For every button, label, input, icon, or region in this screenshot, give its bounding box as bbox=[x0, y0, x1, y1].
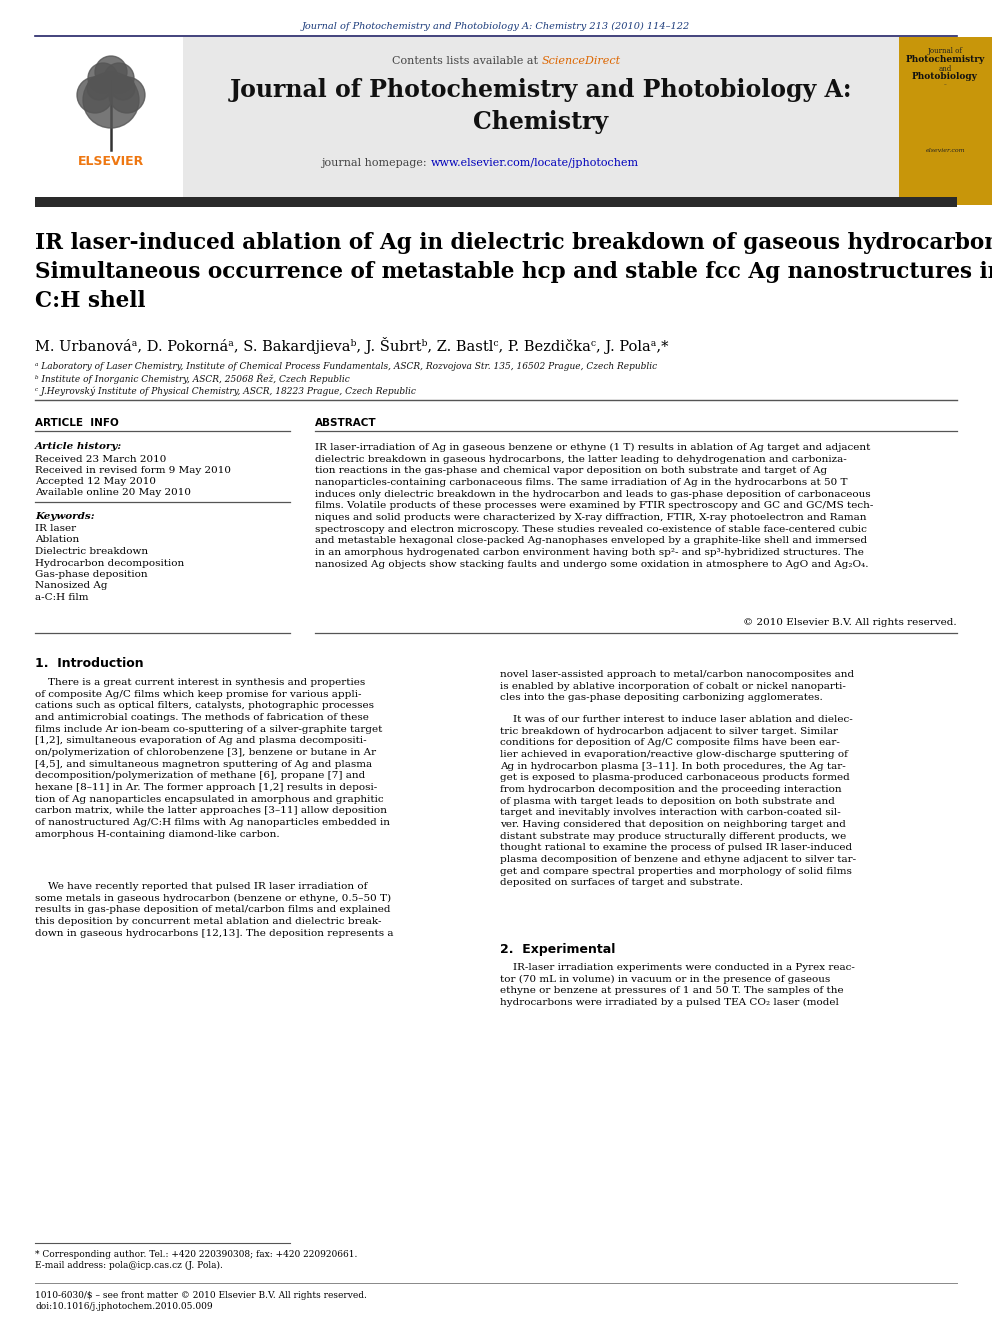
Text: Received 23 March 2010: Received 23 March 2010 bbox=[35, 455, 167, 464]
Text: IR-laser irradiation experiments were conducted in a Pyrex reac-
tor (70 mL in v: IR-laser irradiation experiments were co… bbox=[500, 963, 855, 1007]
Text: Contents lists available at: Contents lists available at bbox=[392, 56, 541, 66]
Text: E-mail address: pola@icp.cas.cz (J. Pola).: E-mail address: pola@icp.cas.cz (J. Pola… bbox=[35, 1261, 223, 1270]
Circle shape bbox=[111, 75, 135, 101]
Circle shape bbox=[95, 56, 127, 89]
Text: Ablation: Ablation bbox=[35, 536, 79, 545]
Text: M. Urbanováᵃ, D. Pokornáᵃ, S. Bakardjievaᵇ, J. Šubrtᵇ, Z. Bastlᶜ, P. Bezdičkaᶜ, : M. Urbanováᵃ, D. Pokornáᵃ, S. Bakardjiev… bbox=[35, 337, 669, 355]
Circle shape bbox=[83, 71, 139, 128]
Text: and: and bbox=[938, 65, 951, 73]
Text: www.elsevier.com/locate/jphotochem: www.elsevier.com/locate/jphotochem bbox=[431, 157, 639, 168]
Circle shape bbox=[104, 64, 134, 93]
Text: ᵃ Laboratory of Laser Chemistry, Institute of Chemical Process Fundamentals, ASC: ᵃ Laboratory of Laser Chemistry, Institu… bbox=[35, 363, 657, 370]
Text: Journal of: Journal of bbox=[928, 48, 962, 56]
Text: Hydrocarbon decomposition: Hydrocarbon decomposition bbox=[35, 558, 185, 568]
Text: Article history:: Article history: bbox=[35, 442, 122, 451]
Circle shape bbox=[77, 77, 113, 112]
Text: Received in revised form 9 May 2010: Received in revised form 9 May 2010 bbox=[35, 466, 231, 475]
Text: 2.  Experimental: 2. Experimental bbox=[500, 943, 615, 957]
Text: Journal of Photochemistry and Photobiology A: Chemistry 213 (2010) 114–122: Journal of Photochemistry and Photobiolo… bbox=[302, 22, 690, 32]
Text: Gas-phase deposition: Gas-phase deposition bbox=[35, 570, 148, 579]
Text: ᶜ J.Heyrovský Institute of Physical Chemistry, ASCR, 18223 Prague, Czech Republi: ᶜ J.Heyrovský Institute of Physical Chem… bbox=[35, 386, 416, 396]
Text: © 2010 Elsevier B.V. All rights reserved.: © 2010 Elsevier B.V. All rights reserved… bbox=[743, 618, 957, 627]
Text: * Corresponding author. Tel.: +420 220390308; fax: +420 220920661.: * Corresponding author. Tel.: +420 22039… bbox=[35, 1250, 357, 1259]
FancyBboxPatch shape bbox=[35, 197, 957, 206]
Text: We have recently reported that pulsed IR laser irradiation of
some metals in gas: We have recently reported that pulsed IR… bbox=[35, 882, 394, 938]
Text: IR laser: IR laser bbox=[35, 524, 76, 533]
Text: journal homepage:: journal homepage: bbox=[320, 157, 430, 168]
Text: ELSEVIER: ELSEVIER bbox=[78, 155, 144, 168]
FancyBboxPatch shape bbox=[35, 37, 183, 205]
Text: 1.  Introduction: 1. Introduction bbox=[35, 658, 144, 669]
FancyBboxPatch shape bbox=[899, 37, 992, 205]
Circle shape bbox=[87, 75, 111, 101]
Text: elsevier.com: elsevier.com bbox=[926, 148, 965, 153]
Text: Available online 20 May 2010: Available online 20 May 2010 bbox=[35, 488, 191, 497]
Text: doi:10.1016/j.jphotochem.2010.05.009: doi:10.1016/j.jphotochem.2010.05.009 bbox=[35, 1302, 212, 1311]
Circle shape bbox=[88, 64, 118, 93]
Text: It was of our further interest to induce laser ablation and dielec-
tric breakdo: It was of our further interest to induce… bbox=[500, 714, 856, 888]
Text: Journal of Photochemistry and Photobiology A:: Journal of Photochemistry and Photobiolo… bbox=[230, 78, 852, 102]
Text: novel laser-assisted approach to metal/carbon nanocomposites and
is enabled by a: novel laser-assisted approach to metal/c… bbox=[500, 669, 854, 703]
Text: –: – bbox=[943, 82, 946, 87]
Text: Photobiology: Photobiology bbox=[912, 71, 978, 81]
Text: ScienceDirect: ScienceDirect bbox=[542, 56, 621, 66]
Text: a-C:H film: a-C:H film bbox=[35, 593, 88, 602]
Text: Chemistry: Chemistry bbox=[473, 110, 608, 134]
Text: IR laser-induced ablation of Ag in dielectric breakdown of gaseous hydrocarbons:: IR laser-induced ablation of Ag in diele… bbox=[35, 232, 992, 312]
FancyBboxPatch shape bbox=[183, 37, 899, 205]
Text: ᵇ Institute of Inorganic Chemistry, ASCR, 25068 Řež, Czech Republic: ᵇ Institute of Inorganic Chemistry, ASCR… bbox=[35, 374, 350, 385]
Text: Accepted 12 May 2010: Accepted 12 May 2010 bbox=[35, 478, 156, 486]
Circle shape bbox=[109, 77, 145, 112]
Text: Nanosized Ag: Nanosized Ag bbox=[35, 582, 107, 590]
Text: Keywords:: Keywords: bbox=[35, 512, 94, 521]
Text: Dielectric breakdown: Dielectric breakdown bbox=[35, 546, 148, 556]
Text: IR laser-irradiation of Ag in gaseous benzene or ethyne (1 T) results in ablatio: IR laser-irradiation of Ag in gaseous be… bbox=[315, 443, 873, 569]
Text: Photochemistry: Photochemistry bbox=[906, 56, 985, 64]
Text: ABSTRACT: ABSTRACT bbox=[315, 418, 377, 429]
Text: There is a great current interest in synthesis and properties
of composite Ag/C : There is a great current interest in syn… bbox=[35, 677, 390, 839]
Text: ARTICLE  INFO: ARTICLE INFO bbox=[35, 418, 119, 429]
Text: 1010-6030/$ – see front matter © 2010 Elsevier B.V. All rights reserved.: 1010-6030/$ – see front matter © 2010 El… bbox=[35, 1291, 367, 1301]
